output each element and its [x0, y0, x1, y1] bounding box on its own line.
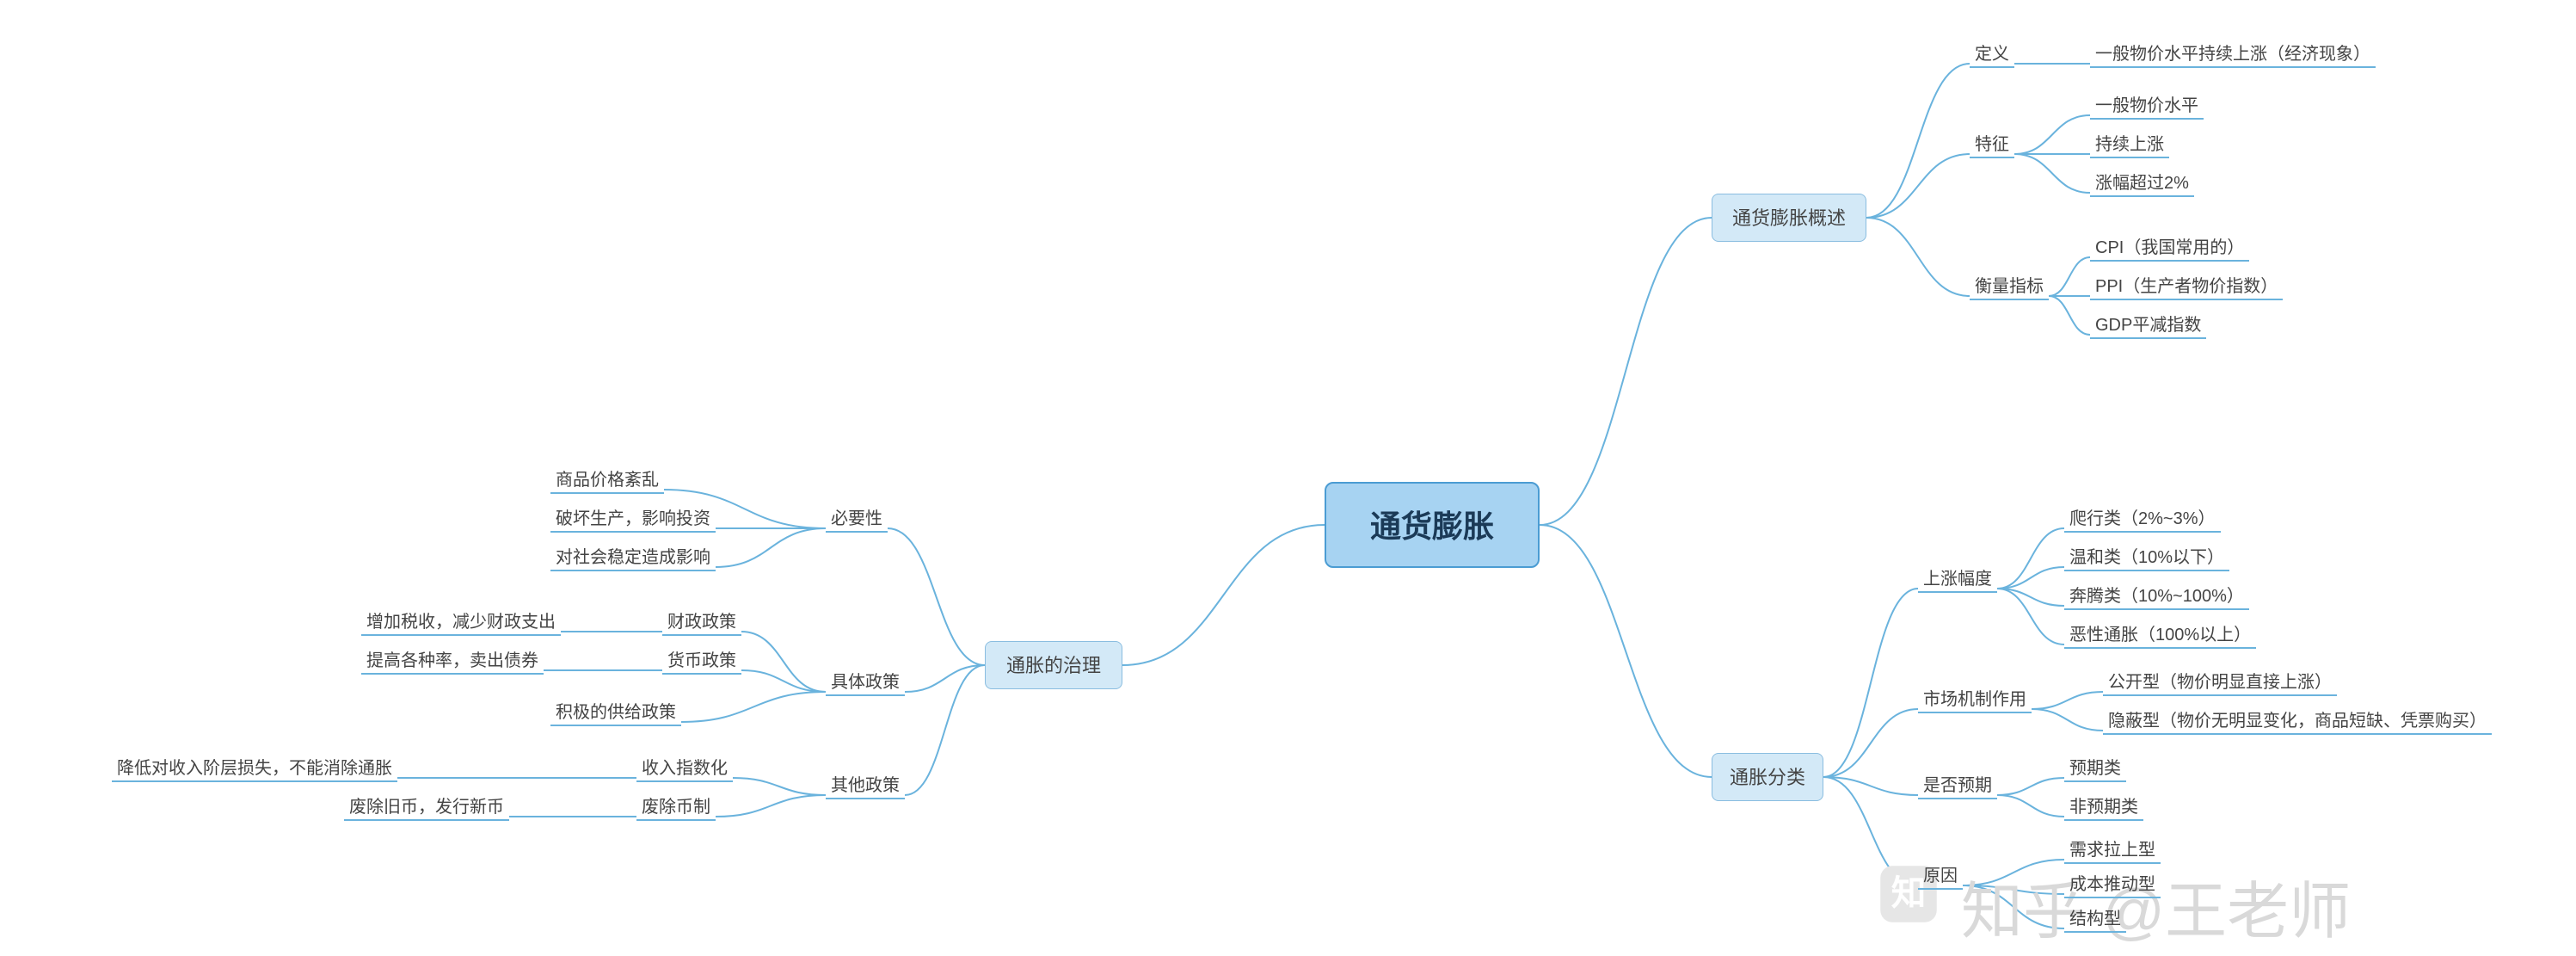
leaf-right-7-text: 爬行类（2%~3%）	[2069, 509, 2216, 528]
label-def[interactable]: 定义	[1970, 40, 2014, 68]
leaf-right-13[interactable]: 预期类	[2064, 754, 2126, 782]
leaf-right-8[interactable]: 温和类（10%以下）	[2064, 543, 2229, 571]
label-policy-text: 具体政策	[831, 673, 900, 692]
branch-governance-text: 通胀的治理	[1006, 655, 1101, 676]
sublabel-left-3[interactable]: 财政政策	[662, 608, 741, 636]
leaf-right-13-text: 预期类	[2069, 759, 2121, 778]
sublabel-left-4[interactable]: 货币政策	[662, 646, 741, 675]
leaf-right-2[interactable]: 持续上涨	[2090, 130, 2169, 158]
label-feat-text: 特征	[1975, 135, 2009, 154]
label-feat[interactable]: 特征	[1970, 130, 2014, 158]
label-mech[interactable]: 市场机制作用	[1918, 685, 2032, 713]
leaf-left-2-text: 对社会稳定造成影响	[556, 548, 710, 567]
label-cause[interactable]: 原因	[1918, 861, 1963, 890]
sublabel-left-7-text: 废除币制	[642, 798, 710, 817]
leaf-right-0[interactable]: 一般物价水平持续上涨（经济现象）	[2090, 40, 2376, 68]
leaf-right-0-text: 一般物价水平持续上涨（经济现象）	[2095, 45, 2370, 64]
leaf-right-16[interactable]: 成本推动型	[2064, 870, 2161, 898]
leaf-left-7-text: 废除旧币，发行新币	[349, 798, 504, 817]
sublabel-left-4-text: 货币政策	[667, 651, 736, 670]
leaf-right-5[interactable]: PPI（生产者物价指数）	[2090, 272, 2283, 300]
leaf-right-4[interactable]: CPI（我国常用的）	[2090, 233, 2249, 262]
label-metric-text: 衡量指标	[1975, 277, 2044, 296]
leaf-left-6[interactable]: 降低对收入阶层损失，不能消除通胀	[112, 754, 397, 782]
label-expect[interactable]: 是否预期	[1918, 771, 1997, 799]
branch-governance[interactable]: 通胀的治理	[985, 641, 1122, 689]
leaf-right-8-text: 温和类（10%以下）	[2069, 548, 2224, 567]
root-node[interactable]: 通货膨胀	[1325, 482, 1540, 568]
leaf-left-4-text: 提高各种率，卖出债券	[366, 651, 538, 670]
root-text: 通货膨胀	[1370, 509, 1494, 544]
label-policy[interactable]: 具体政策	[826, 668, 905, 696]
branch-classification[interactable]: 通胀分类	[1712, 753, 1823, 801]
leaf-left-4[interactable]: 提高各种率，卖出债券	[361, 646, 544, 675]
leaf-right-17-text: 结构型	[2069, 910, 2121, 928]
leaf-left-6-text: 降低对收入阶层损失，不能消除通胀	[117, 759, 392, 778]
leaf-right-6-text: GDP平减指数	[2095, 316, 2201, 335]
leaf-left-3-text: 增加税收，减少财政支出	[366, 613, 556, 632]
label-metric[interactable]: 衡量指标	[1970, 272, 2049, 300]
leaf-right-5-text: PPI（生产者物价指数）	[2095, 277, 2278, 296]
leaf-right-14[interactable]: 非预期类	[2064, 793, 2143, 821]
sublabel-left-6-text: 收入指数化	[642, 759, 728, 778]
label-def-text: 定义	[1975, 45, 2009, 64]
label-need[interactable]: 必要性	[826, 504, 888, 533]
leaf-left-3[interactable]: 增加税收，减少财政支出	[361, 608, 561, 636]
label-amp-text: 上涨幅度	[1923, 570, 1992, 589]
branch-overview-text: 通货膨胀概述	[1732, 207, 1846, 229]
sublabel-left-7[interactable]: 废除币制	[636, 793, 716, 821]
leaf-right-3[interactable]: 涨幅超过2%	[2090, 169, 2194, 197]
leaf-right-1-text: 一般物价水平	[2095, 96, 2198, 115]
mindmap-canvas: 通货膨胀 知 知乎 @王老师 通货膨胀概述通胀分类通胀的治理定义特征衡量指标上涨…	[0, 0, 2576, 956]
leaf-right-15[interactable]: 需求拉上型	[2064, 836, 2161, 864]
sublabel-left-3-text: 财政政策	[667, 613, 736, 632]
leaf-right-4-text: CPI（我国常用的）	[2095, 238, 2244, 257]
leaf-right-9-text: 奔腾类（10%~100%）	[2069, 587, 2244, 606]
leaf-right-2-text: 持续上涨	[2095, 135, 2164, 154]
branch-overview[interactable]: 通货膨胀概述	[1712, 194, 1866, 242]
leaf-right-12[interactable]: 隐蔽型（物价无明显变化，商品短缺、凭票购买）	[2103, 706, 2492, 735]
leaf-left-7[interactable]: 废除旧币，发行新币	[344, 793, 509, 821]
leaf-left-5-text: 积极的供给政策	[556, 703, 676, 722]
leaf-right-11-text: 公开型（物价明显直接上涨）	[2108, 673, 2332, 692]
leaf-right-1[interactable]: 一般物价水平	[2090, 91, 2204, 120]
leaf-right-7[interactable]: 爬行类（2%~3%）	[2064, 504, 2221, 533]
label-other[interactable]: 其他政策	[826, 771, 905, 799]
leaf-left-2[interactable]: 对社会稳定造成影响	[550, 543, 716, 571]
leaf-right-6[interactable]: GDP平减指数	[2090, 311, 2206, 339]
leaf-right-11[interactable]: 公开型（物价明显直接上涨）	[2103, 668, 2337, 696]
leaf-right-17[interactable]: 结构型	[2064, 904, 2126, 933]
leaf-right-14-text: 非预期类	[2069, 798, 2138, 817]
label-expect-text: 是否预期	[1923, 776, 1992, 795]
label-mech-text: 市场机制作用	[1923, 690, 2026, 709]
leaf-left-0[interactable]: 商品价格紊乱	[550, 466, 664, 494]
leaf-right-15-text: 需求拉上型	[2069, 841, 2155, 860]
label-need-text: 必要性	[831, 509, 882, 528]
leaf-right-10[interactable]: 恶性通胀（100%以上）	[2064, 620, 2256, 649]
leaf-right-10-text: 恶性通胀（100%以上）	[2069, 626, 2251, 645]
label-cause-text: 原因	[1923, 867, 1958, 885]
branch-classification-text: 通胀分类	[1730, 767, 1805, 788]
leaf-left-5[interactable]: 积极的供给政策	[550, 698, 681, 726]
label-other-text: 其他政策	[831, 776, 900, 795]
leaf-left-0-text: 商品价格紊乱	[556, 471, 659, 490]
leaf-left-1-text: 破坏生产，影响投资	[556, 509, 710, 528]
leaf-right-3-text: 涨幅超过2%	[2095, 174, 2189, 193]
label-amp[interactable]: 上涨幅度	[1918, 564, 1997, 593]
sublabel-left-6[interactable]: 收入指数化	[636, 754, 733, 782]
leaf-right-16-text: 成本推动型	[2069, 875, 2155, 894]
leaf-right-12-text: 隐蔽型（物价无明显变化，商品短缺、凭票购买）	[2108, 712, 2487, 731]
leaf-right-9[interactable]: 奔腾类（10%~100%）	[2064, 582, 2249, 610]
leaf-left-1[interactable]: 破坏生产，影响投资	[550, 504, 716, 533]
